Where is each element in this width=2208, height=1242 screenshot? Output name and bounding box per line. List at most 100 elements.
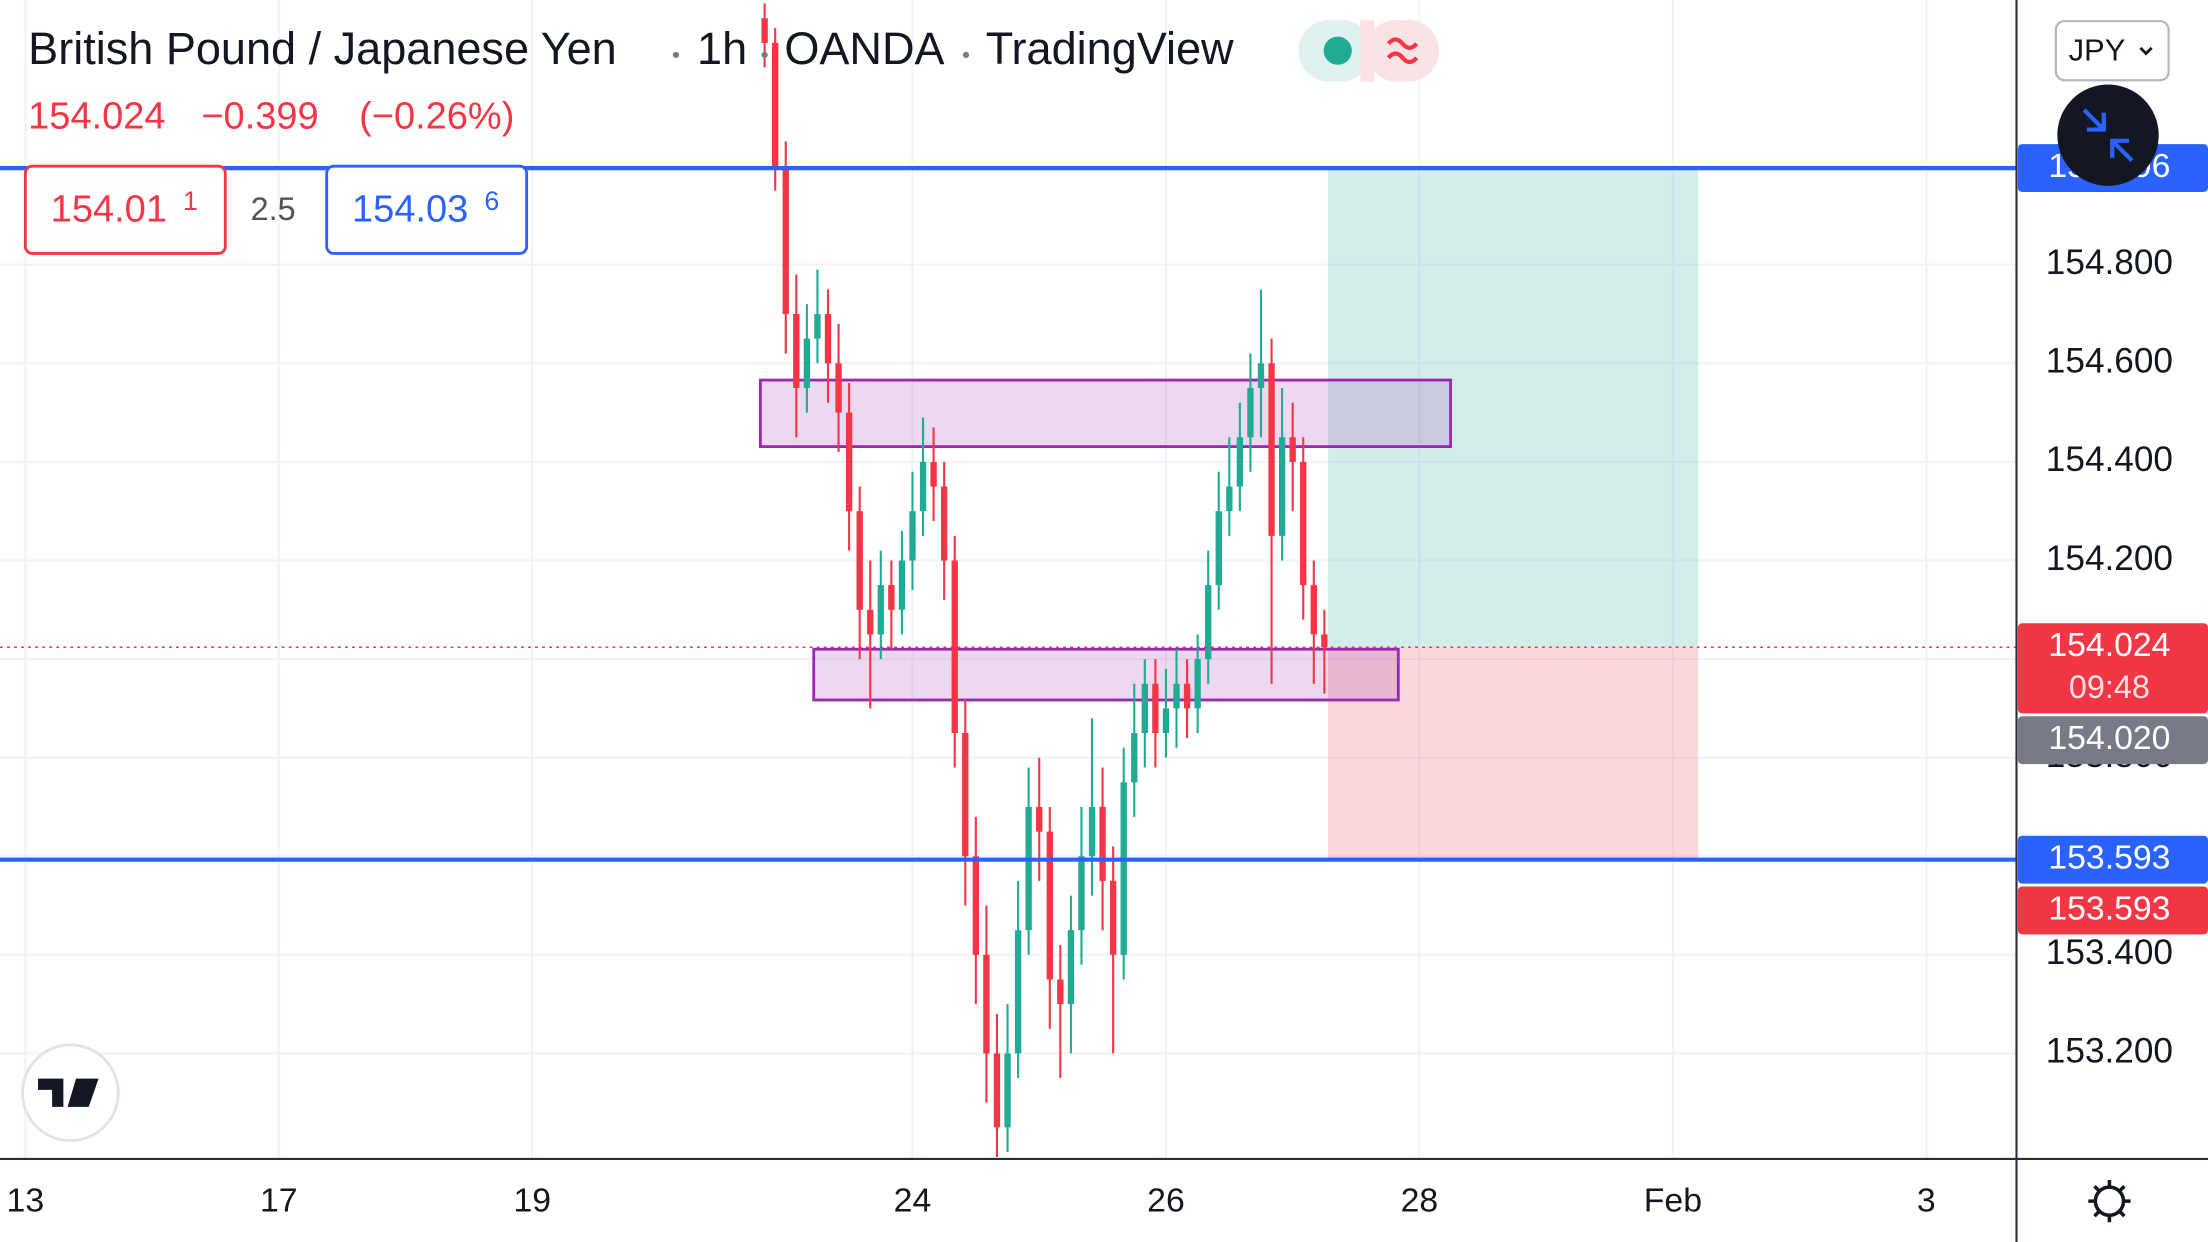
candle-body xyxy=(962,733,969,857)
candle-body xyxy=(1183,683,1191,709)
buy-box xyxy=(325,164,529,255)
market-status[interactable] xyxy=(1298,19,1440,82)
candle-body xyxy=(856,511,863,610)
candle-body xyxy=(772,42,779,167)
bar-countdown: 09:48 xyxy=(2069,669,2150,705)
candle-body xyxy=(1247,387,1254,438)
candle-body xyxy=(1036,806,1043,832)
logo-bg xyxy=(21,1043,120,1143)
candle-body xyxy=(888,585,895,610)
y-tick-label: 153.200 xyxy=(2046,1032,2173,1071)
sell-box xyxy=(23,164,227,255)
candle-body xyxy=(867,609,874,635)
tradingview-logo[interactable] xyxy=(21,1043,120,1143)
candle-body xyxy=(803,338,811,388)
candle-body xyxy=(1205,585,1212,660)
candle-body xyxy=(1321,634,1328,648)
candle-body xyxy=(1109,880,1117,955)
candle-body xyxy=(814,314,821,339)
y-tick-label: 154.600 xyxy=(2046,342,2173,381)
sell-button[interactable]: 154.01 1 xyxy=(23,164,227,255)
candle-body xyxy=(1057,979,1064,1005)
buy-button[interactable]: 154.03 6 xyxy=(325,164,529,255)
candle-body xyxy=(983,954,990,1054)
x-tick-label: 24 xyxy=(894,1181,932,1219)
candle-body xyxy=(940,486,948,561)
candle-body xyxy=(1067,930,1075,1005)
price-label-box xyxy=(2017,716,2208,765)
minimize-bg xyxy=(2057,84,2159,186)
interval[interactable]: 1h xyxy=(697,23,747,74)
chevron xyxy=(2139,46,2153,56)
candle-body xyxy=(993,1053,1001,1128)
candle-body xyxy=(919,461,927,512)
candle-body xyxy=(1236,437,1244,487)
sell-price: 154.01 xyxy=(51,188,167,230)
gear-teeth xyxy=(2088,1180,2131,1223)
logo-mark xyxy=(38,1078,99,1107)
symbol-title: British Pound / Japanese Yen xyxy=(28,23,617,74)
candle-body xyxy=(1078,856,1085,931)
minimize-button[interactable] xyxy=(2057,84,2159,186)
price-label-box xyxy=(2017,835,2208,884)
currency: JPY xyxy=(2069,32,2126,67)
candle-body xyxy=(1152,683,1159,734)
zone xyxy=(812,647,1400,702)
candle-body xyxy=(1300,461,1307,586)
status-delay xyxy=(1360,19,1375,82)
minimize-icon xyxy=(2082,108,2134,163)
status-dot xyxy=(1323,36,1352,65)
candle-body xyxy=(1278,437,1286,536)
spread: 2.5 xyxy=(251,191,296,227)
price-label: 154.020 xyxy=(2048,719,2170,757)
candle-body xyxy=(1141,683,1148,734)
candle-body xyxy=(972,856,980,955)
candle-body xyxy=(824,314,832,364)
settings-button[interactable] xyxy=(2088,1180,2131,1223)
candle-body xyxy=(898,560,906,610)
candle-body xyxy=(1226,486,1233,512)
zone xyxy=(758,378,1452,449)
currency-button[interactable]: JPY xyxy=(2054,20,2170,82)
candle-body xyxy=(835,363,842,413)
candle-body xyxy=(1025,806,1032,931)
y-tick-label: 154.200 xyxy=(2046,539,2173,578)
y-tick-label: 154.800 xyxy=(2046,243,2173,282)
buy-price: 154.03 xyxy=(352,188,468,230)
candle-body xyxy=(909,511,916,561)
candle-body xyxy=(877,585,884,635)
candle-body xyxy=(1120,782,1127,955)
x-tick-label: 17 xyxy=(260,1181,298,1219)
price-change: −0.399 xyxy=(201,95,318,137)
candle-body xyxy=(1289,437,1296,462)
x-tick-label: 26 xyxy=(1147,1181,1185,1219)
candle-body xyxy=(930,461,937,487)
price-label: 153.593 xyxy=(2048,839,2170,877)
time-scale xyxy=(0,1158,2017,1242)
source: OANDA xyxy=(784,23,944,74)
sell-pip: 1 xyxy=(183,186,198,216)
last-price: 154.024 xyxy=(28,95,165,137)
candle-body xyxy=(845,412,853,512)
candle-body xyxy=(1004,1053,1011,1128)
candle-body xyxy=(1014,930,1022,1054)
candle-body xyxy=(1194,659,1201,709)
candle-body xyxy=(1099,806,1106,881)
platform: TradingView xyxy=(986,23,1234,74)
loss-zone xyxy=(1328,647,1699,860)
candle-body xyxy=(793,314,800,388)
candle-body xyxy=(1215,511,1222,586)
profit-zone xyxy=(1328,168,1699,648)
price-label-box xyxy=(2017,623,2208,714)
candles xyxy=(761,3,1328,1157)
drawings xyxy=(758,168,1699,860)
candle-body xyxy=(1310,585,1317,635)
price-change-pct: (−0.26%) xyxy=(359,95,514,137)
candle-body xyxy=(761,18,768,43)
price-label: 154.024 xyxy=(2048,626,2170,664)
candle-body xyxy=(1046,831,1053,980)
x-tick-label: 13 xyxy=(7,1181,45,1219)
